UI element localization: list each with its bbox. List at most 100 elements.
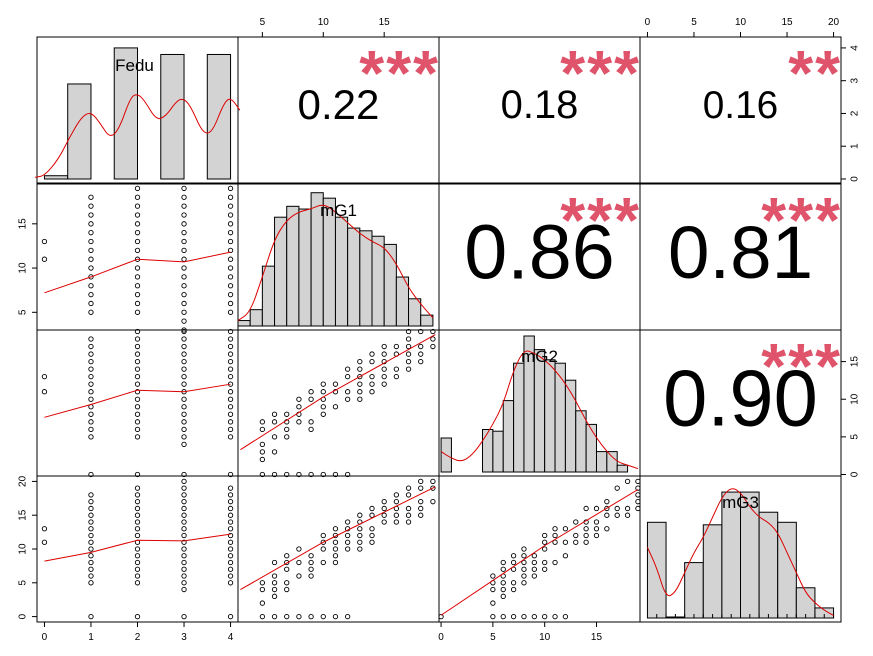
scatter-point	[134, 343, 141, 350]
y-tick-label: 15	[18, 218, 29, 230]
scatter-point	[181, 526, 187, 532]
hist-bar-mG2-5	[492, 430, 504, 473]
hist-bar-mG2-4	[482, 429, 494, 473]
scatter-point	[259, 419, 266, 425]
scatter-point	[308, 573, 314, 579]
scatter-point	[41, 238, 48, 245]
scatter-point	[320, 539, 326, 545]
scatter-point	[381, 366, 387, 372]
scatter-point	[284, 586, 290, 593]
scatter-point	[259, 613, 266, 620]
scatter-point	[181, 573, 187, 579]
scatter-point	[393, 519, 400, 525]
scatter-point	[405, 336, 412, 342]
x-tick-label: 10	[318, 17, 330, 28]
scatter-point	[181, 580, 187, 586]
scatter-point	[344, 546, 351, 552]
scatter-point	[308, 553, 314, 559]
scatter-point	[88, 512, 94, 518]
scatter-point	[624, 478, 631, 485]
y-tick-label: 2	[850, 110, 861, 116]
y-tick-label: 5	[850, 434, 861, 440]
scatter-point	[284, 471, 290, 478]
histogram-Fedu: Fedu	[35, 47, 241, 180]
scatter-point	[521, 613, 527, 620]
scatter-point	[405, 492, 412, 498]
scatter-point	[369, 526, 375, 532]
scatter-point	[531, 613, 537, 620]
scatter-point	[344, 389, 351, 395]
scatter-point	[88, 221, 94, 227]
scatter-point	[430, 478, 436, 485]
scatter-point	[344, 532, 351, 539]
hist-bar-mG2-12	[564, 379, 577, 473]
scatter-point	[181, 309, 187, 315]
significance-stars: ***	[761, 184, 842, 256]
scatter-point	[134, 559, 141, 566]
scatter-point	[405, 519, 412, 525]
scatter-point	[552, 526, 558, 532]
scatter-point	[88, 434, 94, 440]
scatter-point	[134, 328, 141, 335]
scatter-point	[227, 566, 234, 572]
scatter-point	[271, 449, 278, 455]
hist-bar-mG3-3	[702, 524, 723, 619]
scatter-point	[134, 238, 141, 245]
scatter-point	[88, 613, 94, 620]
scatter-point	[405, 505, 412, 512]
correlation-value: 0.18	[501, 83, 579, 127]
scatter-point	[296, 471, 302, 478]
scatter-point	[562, 539, 569, 545]
scatter-point	[227, 559, 234, 566]
scatter-mG3-vs-mG2	[438, 478, 641, 620]
scatter-point	[344, 396, 351, 402]
scatter-point	[405, 343, 412, 350]
scatter-point	[381, 374, 387, 380]
scatter-point	[88, 389, 94, 395]
correlation-mG2-mG3: 0.90***	[663, 330, 840, 442]
scatter-point	[227, 411, 234, 417]
scatter-point	[88, 291, 94, 298]
x-tick-label: 10	[539, 632, 551, 643]
scatter-point	[573, 532, 579, 539]
scatter-point	[284, 553, 290, 559]
scatter-point	[227, 358, 234, 365]
scatter-point	[430, 328, 436, 335]
hist-bar-mG2-6	[502, 400, 515, 473]
scatter-point	[510, 586, 517, 593]
scatter-point	[227, 546, 234, 552]
y-tick-label: 0	[850, 471, 861, 477]
scatter-point	[259, 456, 266, 463]
scatter-point	[227, 238, 234, 245]
y-tick-label: 1	[850, 143, 861, 149]
panel-frame-mG3-mG1	[237, 475, 440, 623]
scatter-point	[88, 546, 94, 552]
x-tick-label: 15	[781, 17, 793, 28]
scatter-point	[88, 343, 94, 350]
scatter-mG3-vs-Fedu	[41, 478, 234, 620]
correlation-value: 0.90	[663, 353, 818, 442]
scatter-point	[88, 265, 94, 271]
scatter-point	[181, 374, 187, 380]
scatter-point	[181, 328, 187, 335]
scatter-point	[181, 441, 187, 448]
histogram-mG2: mG2	[440, 335, 639, 473]
scatter-point	[41, 539, 48, 545]
y-tick-label: 4	[850, 45, 861, 51]
scatter-point	[181, 478, 187, 485]
hist-bar-Fedu-3	[160, 53, 185, 180]
scatter-point	[181, 366, 187, 372]
scatter-point	[393, 492, 400, 498]
scatter-point	[542, 532, 548, 539]
scatter-point	[227, 396, 234, 402]
hist-bar-mG2-15	[595, 451, 608, 473]
scatter-point	[635, 505, 641, 512]
scatter-point	[134, 274, 141, 280]
hist-bar-mG1-12	[383, 243, 397, 327]
y-tick-label: 10	[18, 262, 29, 274]
scatter-point	[41, 256, 48, 262]
smooth-line	[440, 489, 639, 616]
x-tick-label: 5	[260, 17, 266, 28]
y-tick-label: 0	[850, 176, 861, 182]
scatter-point	[604, 526, 610, 532]
